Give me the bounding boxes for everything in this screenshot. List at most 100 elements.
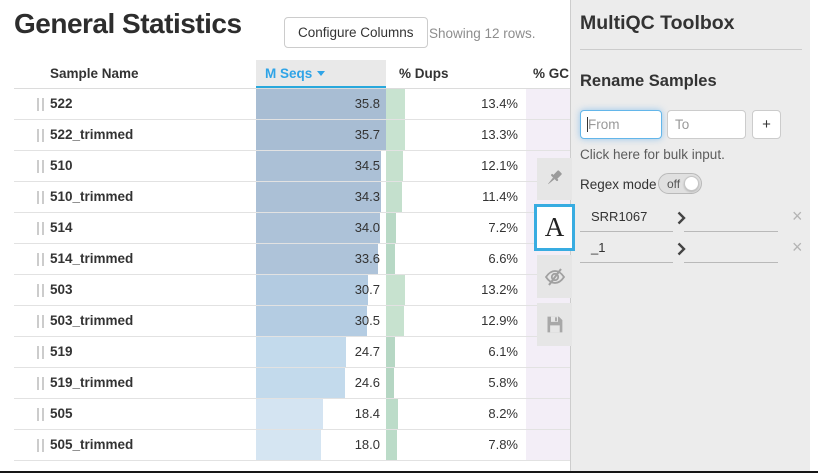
rename-entry: SRR1067 × [580,205,803,236]
mseqs-cell: 35.8 [256,89,386,119]
mseqs-cell: 18.4 [256,399,386,429]
dups-cell: 12.9% [386,306,526,336]
mseqs-bar [256,244,379,274]
sample-name: 522 [50,96,73,111]
rename-from-input[interactable] [580,110,662,139]
rename-entry-to[interactable] [684,236,778,263]
mseqs-value: 34.0 [354,220,380,235]
general-stats-table: 522 35.8 13.4% 522_trimmed 35.7 13.3% 51… [14,89,584,461]
bulk-input-link[interactable]: Click here for bulk input. [580,147,725,162]
toolbox-title: MultiQC Toolbox [580,12,735,34]
dups-bar [386,275,405,305]
dups-value: 11.4% [482,189,518,204]
mseqs-cell: 33.6 [256,244,386,274]
column-header-sample-name[interactable]: Sample Name [50,66,139,81]
mseqs-bar [256,399,323,429]
rename-samples-heading: Rename Samples [580,72,717,90]
rename-to-input[interactable] [667,110,746,139]
dups-cell: 8.2% [386,399,526,429]
sample-name: 505_trimmed [50,437,134,452]
dups-cell: 6.1% [386,337,526,367]
dups-value: 7.2% [488,220,518,235]
dups-cell: 7.8% [386,430,526,460]
sample-name: 514 [50,220,73,235]
mseqs-cell: 24.6 [256,368,386,398]
toolbox-divider [580,49,802,50]
dups-bar [386,151,403,181]
table-row: 522_trimmed 35.7 13.3% [14,120,584,151]
dups-value: 6.6% [488,251,518,266]
add-rename-button[interactable]: + [752,110,781,139]
sample-name: 503 [50,282,73,297]
hide-samples-toolbox-tab[interactable] [537,255,572,298]
dups-value: 12.1% [481,158,518,173]
drag-handle-icon[interactable] [37,98,44,111]
toggle-knob-icon [684,176,699,191]
dups-bar [386,306,404,336]
dups-value: 13.3% [481,127,518,142]
dups-cell: 7.2% [386,213,526,243]
drag-handle-icon[interactable] [37,129,44,142]
table-row: 503 30.7 13.2% [14,275,584,306]
mseqs-bar [256,368,346,398]
mseqs-value: 34.5 [354,158,380,173]
pin-toolbox-tab[interactable] [537,158,572,200]
drag-handle-icon[interactable] [37,315,44,328]
drag-handle-icon[interactable] [37,222,44,235]
mseqs-bar [256,89,386,119]
column-header-dups[interactable]: % Dups [399,66,449,81]
rename-entry-to[interactable] [684,205,778,232]
letter-a-icon: A [544,212,565,242]
mseqs-bar [256,337,346,367]
save-icon [547,316,563,333]
dups-cell: 6.6% [386,244,526,274]
dups-bar [386,399,398,429]
dups-cell: 12.1% [386,151,526,181]
dups-bar [386,120,405,150]
remove-entry-icon[interactable]: × [792,206,803,226]
mseqs-cell: 34.5 [256,151,386,181]
table-row: 519_trimmed 24.6 5.8% [14,368,584,399]
rename-toolbox-tab[interactable]: A [534,204,575,251]
rename-entry-from[interactable]: SRR1067 [580,205,673,232]
mseqs-bar [256,430,322,460]
drag-handle-icon[interactable] [37,253,44,266]
mseqs-cell: 18.0 [256,430,386,460]
drag-handle-icon[interactable] [37,377,44,390]
drag-handle-icon[interactable] [37,284,44,297]
table-row: 505_trimmed 18.0 7.8% [14,430,584,461]
sample-name: 519_trimmed [50,375,134,390]
table-row: 514_trimmed 33.6 6.6% [14,244,584,275]
mseqs-value: 34.3 [354,189,380,204]
mseqs-value: 24.7 [354,344,380,359]
dups-bar [386,430,397,460]
regex-toggle[interactable]: off [658,173,702,194]
sample-name: 522_trimmed [50,127,134,142]
dups-value: 5.8% [488,375,518,390]
rename-entry-from[interactable]: _1 [580,236,673,263]
remove-entry-icon[interactable]: × [792,237,803,257]
column-header-mseqs[interactable]: M Seqs [256,60,386,89]
mseqs-value: 24.6 [354,375,380,390]
drag-handle-icon[interactable] [37,191,44,204]
sample-name: 514_trimmed [50,251,134,266]
dups-value: 13.4% [481,96,518,111]
configure-columns-button[interactable]: Configure Columns [284,17,428,48]
pushpin-icon [547,170,562,185]
drag-handle-icon[interactable] [37,408,44,421]
dups-cell: 11.4% [386,182,526,212]
table-row: 510_trimmed 34.3 11.4% [14,182,584,213]
dups-cell: 13.2% [386,275,526,305]
text-cursor [587,117,588,132]
drag-handle-icon[interactable] [37,346,44,359]
save-toolbox-tab[interactable] [537,303,572,346]
sort-caret-icon [317,71,326,76]
table-row: 510 34.5 12.1% [14,151,584,182]
drag-handle-icon[interactable] [37,439,44,452]
sample-name: 505 [50,406,73,421]
dups-bar [386,89,405,119]
column-header-gc[interactable]: % GC [533,66,570,81]
table-row: 519 24.7 6.1% [14,337,584,368]
drag-handle-icon[interactable] [37,160,44,173]
dups-value: 8.2% [488,406,518,421]
